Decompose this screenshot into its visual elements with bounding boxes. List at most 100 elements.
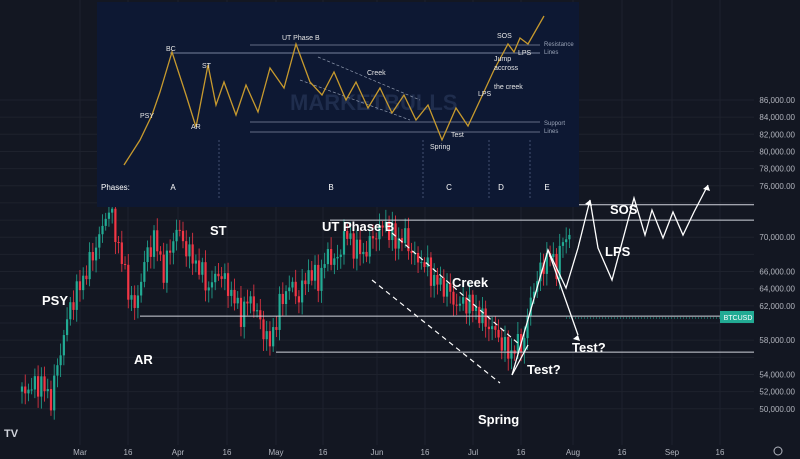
candle-body <box>500 337 503 351</box>
candle-body <box>201 262 204 275</box>
time-axis[interactable]: Mar 16 Apr 16 May 16 Jun 16 Jul 16 Aug 16 Sep 16 <box>73 448 725 457</box>
price-tick-label: 70,000.00 <box>759 233 795 242</box>
annotation-label: AR <box>134 352 153 367</box>
candle-body <box>178 229 181 231</box>
candle-body <box>391 223 394 241</box>
inset-phase-letter: C <box>446 183 452 192</box>
price-tick-label: 80,000.00 <box>759 147 795 156</box>
candle-body <box>210 282 214 288</box>
candle-body <box>375 238 378 240</box>
candle-body <box>529 297 532 316</box>
candle-body <box>381 225 384 228</box>
candle-body <box>181 230 185 242</box>
candle-body <box>455 304 458 306</box>
candle-body <box>217 273 220 277</box>
candle-body <box>297 296 301 303</box>
annotation-label: LPS <box>605 244 631 259</box>
candle-body <box>487 326 490 330</box>
candle-body <box>136 295 140 308</box>
candle-body <box>510 350 513 359</box>
inset-line-label: Resistance <box>544 42 574 48</box>
inset-label: UT Phase B <box>282 35 320 42</box>
candle-body <box>478 306 481 324</box>
time-tick-label: 16 <box>124 448 133 457</box>
settings-icon[interactable] <box>773 446 783 456</box>
annotation-label: PSY <box>42 293 68 308</box>
inset-phase-letter: E <box>544 183 549 192</box>
candle-body <box>143 262 146 282</box>
inset-line-label: Support <box>544 121 565 127</box>
candle-body <box>59 355 62 366</box>
symbol-badge <box>720 310 756 323</box>
candle-body <box>62 335 65 356</box>
inset-price-path <box>123 15 545 166</box>
candle-body <box>462 297 465 304</box>
candle-body <box>284 291 288 305</box>
inset-line-label: Lines <box>544 50 558 56</box>
wyckoff-annotations: PSY AR ST UT Phase B Creek Spring Test? Test? LP… <box>42 202 638 427</box>
inset-phase-letter: D <box>498 183 504 192</box>
time-tick-label: May <box>268 448 283 457</box>
inset-label: Test <box>451 132 464 139</box>
candle-body <box>516 333 519 354</box>
candle-body <box>552 253 555 258</box>
candle-body <box>101 225 104 235</box>
price-axis[interactable]: 86,000.00 84,000.00 82,000.00 80,000.00 78,0… <box>754 0 800 459</box>
annotation-label: SOS <box>610 202 638 217</box>
time-tick-label: 16 <box>319 448 328 457</box>
candle-body <box>326 249 329 265</box>
price-tick-label: 66,000.00 <box>759 268 795 277</box>
candle-body <box>503 336 507 351</box>
candle-body <box>259 310 262 320</box>
candle-body <box>252 296 255 312</box>
candle-body <box>243 301 246 327</box>
candle-body <box>542 262 545 274</box>
candle-body <box>278 293 281 330</box>
candle-body <box>532 291 536 298</box>
candle-body <box>230 289 233 296</box>
candle-body <box>336 256 339 259</box>
candle-body <box>355 239 358 259</box>
candle-body <box>294 281 297 297</box>
candle-body <box>429 257 433 286</box>
candle-body <box>378 225 381 240</box>
candle-body <box>40 376 43 397</box>
candle-body <box>78 281 82 291</box>
time-tick-label: Sep <box>665 448 680 457</box>
inset-label: Spring <box>430 144 450 151</box>
candle-body <box>307 270 310 285</box>
candle-body <box>352 233 355 259</box>
candle-body <box>281 293 284 305</box>
time-tick-label: 16 <box>618 448 627 457</box>
candle-body <box>24 386 27 394</box>
candle-body <box>313 264 317 281</box>
symbol-badge-label: BTCUSD <box>724 315 753 322</box>
candle-body <box>88 252 91 280</box>
candle-body <box>420 262 423 264</box>
inset-background <box>97 2 579 207</box>
candle-body <box>387 221 391 241</box>
candle-body <box>104 218 107 226</box>
candle-body <box>301 280 304 303</box>
candle-body <box>365 251 368 257</box>
candle-body <box>156 230 159 252</box>
candle-body <box>423 262 426 268</box>
candle-body <box>91 252 94 261</box>
inset-label: LPS <box>518 50 532 57</box>
price-tick-label: 76,000.00 <box>759 182 795 191</box>
candle-body <box>458 303 462 306</box>
candle-body <box>236 297 239 304</box>
time-tick-label: Jun <box>371 448 384 457</box>
candle-body <box>226 273 230 296</box>
inset-line-label: Lines <box>544 129 558 135</box>
price-tick-label: 58,000.00 <box>759 336 795 345</box>
tradingview-logo[interactable]: TV <box>4 428 19 440</box>
candle-body <box>69 302 72 320</box>
candle-body <box>133 295 136 308</box>
spring-test-projection <box>511 344 529 376</box>
candle-body <box>30 389 33 391</box>
candle-body <box>449 283 452 292</box>
time-tick-label: 16 <box>716 448 725 457</box>
